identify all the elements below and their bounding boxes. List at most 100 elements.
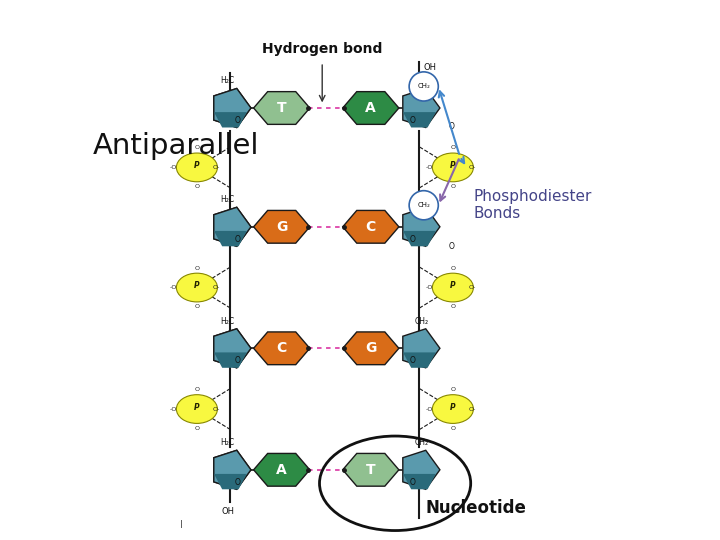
Text: P: P <box>194 281 199 291</box>
Text: -O: -O <box>169 165 177 170</box>
Ellipse shape <box>176 395 217 423</box>
Text: O: O <box>194 145 199 151</box>
Text: Phosphodiester
Bonds: Phosphodiester Bonds <box>474 189 592 221</box>
Circle shape <box>409 191 438 220</box>
Text: O: O <box>409 116 415 125</box>
Polygon shape <box>214 89 251 127</box>
Text: -O: -O <box>169 285 177 290</box>
Polygon shape <box>402 450 440 489</box>
Text: O-: O- <box>468 407 476 411</box>
Text: CH₂: CH₂ <box>418 84 430 90</box>
Polygon shape <box>402 207 440 246</box>
Text: P: P <box>450 403 456 412</box>
Text: O: O <box>235 356 240 365</box>
Text: OH: OH <box>423 63 437 72</box>
Polygon shape <box>214 207 251 246</box>
Text: O: O <box>451 426 455 431</box>
Text: G: G <box>276 220 287 234</box>
Polygon shape <box>214 329 251 368</box>
Text: P: P <box>450 281 456 291</box>
Text: P: P <box>450 161 456 170</box>
Circle shape <box>409 72 438 101</box>
Text: CH₂: CH₂ <box>415 438 429 447</box>
Polygon shape <box>403 231 436 246</box>
Polygon shape <box>253 332 310 365</box>
Polygon shape <box>343 454 399 486</box>
Text: T: T <box>277 101 287 115</box>
Text: P: P <box>194 161 199 170</box>
Text: CH₂: CH₂ <box>415 317 429 326</box>
Text: CH₂: CH₂ <box>418 202 430 208</box>
Text: O: O <box>451 387 455 392</box>
Text: A: A <box>276 463 287 477</box>
Polygon shape <box>214 231 247 246</box>
Text: -O: -O <box>426 285 433 290</box>
Text: O: O <box>235 234 240 244</box>
Polygon shape <box>343 92 399 124</box>
Text: Antiparallel: Antiparallel <box>93 132 259 160</box>
Text: O: O <box>194 426 199 431</box>
Ellipse shape <box>176 153 217 182</box>
Text: O-: O- <box>468 285 476 290</box>
Text: O: O <box>451 184 455 190</box>
Text: O: O <box>409 477 415 487</box>
Text: O: O <box>449 242 455 251</box>
Text: O: O <box>451 266 455 271</box>
Text: -O: -O <box>426 165 433 170</box>
Text: I: I <box>181 520 183 530</box>
Text: Hydrogen bond: Hydrogen bond <box>262 42 382 56</box>
Text: H₂C: H₂C <box>220 195 235 204</box>
Polygon shape <box>214 207 251 246</box>
Polygon shape <box>403 112 436 127</box>
Text: -O: -O <box>169 407 177 411</box>
Text: O-: O- <box>212 407 220 411</box>
Text: O: O <box>194 387 199 392</box>
Polygon shape <box>402 89 440 127</box>
Text: P: P <box>194 403 199 412</box>
Text: T: T <box>366 463 376 477</box>
Polygon shape <box>253 211 310 243</box>
Text: O: O <box>235 116 240 125</box>
Ellipse shape <box>432 273 473 302</box>
Ellipse shape <box>176 273 217 302</box>
Polygon shape <box>214 89 251 127</box>
Polygon shape <box>253 454 310 486</box>
Text: O: O <box>409 356 415 365</box>
Polygon shape <box>343 211 399 243</box>
Text: Nucleotide: Nucleotide <box>426 498 526 517</box>
Text: O: O <box>451 145 455 151</box>
Text: O: O <box>409 234 415 244</box>
Polygon shape <box>403 474 436 489</box>
Text: H₂C: H₂C <box>220 317 235 326</box>
Text: O-: O- <box>212 165 220 170</box>
Text: G: G <box>365 341 377 355</box>
Polygon shape <box>214 450 251 489</box>
Text: O-: O- <box>468 165 476 170</box>
Text: H₂C: H₂C <box>220 438 235 447</box>
Text: -O: -O <box>426 407 433 411</box>
Text: O: O <box>194 184 199 190</box>
Polygon shape <box>402 329 440 368</box>
Text: OH: OH <box>221 507 234 516</box>
Text: O-: O- <box>212 285 220 290</box>
Ellipse shape <box>432 395 473 423</box>
Polygon shape <box>343 332 399 365</box>
Text: CH₂: CH₂ <box>415 77 429 85</box>
Ellipse shape <box>432 153 473 182</box>
Text: C: C <box>276 341 287 355</box>
Text: O: O <box>235 477 240 487</box>
Polygon shape <box>253 92 310 124</box>
Text: O: O <box>194 305 199 309</box>
Text: O: O <box>451 305 455 309</box>
Text: O: O <box>194 266 199 271</box>
Text: CH₂: CH₂ <box>415 195 429 204</box>
Polygon shape <box>214 474 247 489</box>
Polygon shape <box>214 450 251 489</box>
Polygon shape <box>403 353 436 368</box>
Text: C: C <box>366 220 376 234</box>
Text: H₂C: H₂C <box>220 77 235 85</box>
Polygon shape <box>214 112 247 127</box>
Text: O: O <box>449 123 455 131</box>
Polygon shape <box>214 353 247 368</box>
Polygon shape <box>214 329 251 368</box>
